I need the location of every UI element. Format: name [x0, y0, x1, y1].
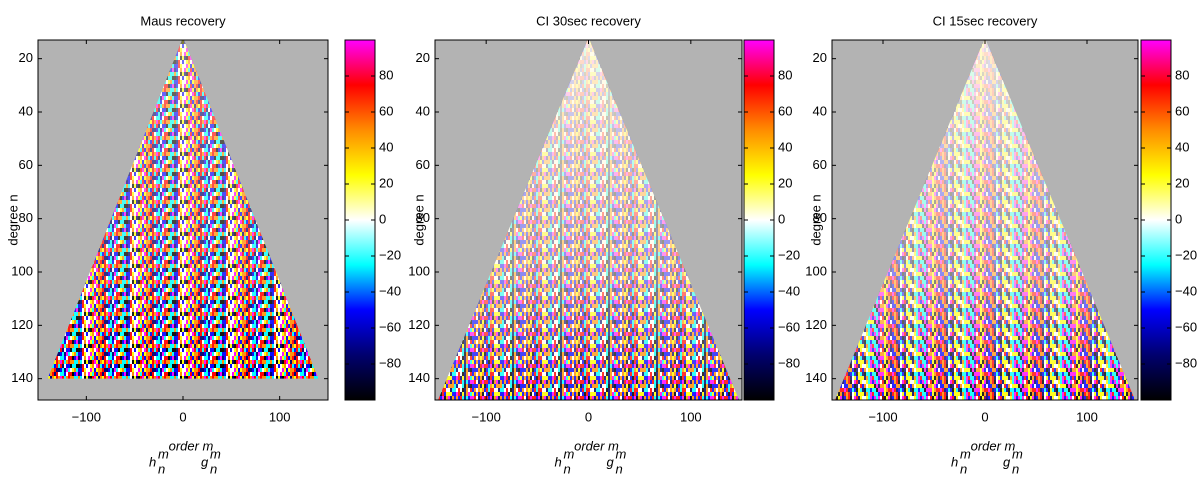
x-tick-label: −100 [868, 409, 897, 424]
term-sup: m [158, 446, 169, 461]
y-axis-label: degree n [5, 194, 20, 245]
coefficient-shade [835, 40, 1135, 400]
y-tick-label: 40 [813, 103, 827, 118]
coefficient-shade [47, 40, 319, 379]
y-tick-label: 60 [813, 157, 827, 172]
term-sup: m [960, 446, 971, 461]
x-tick-label: 100 [269, 409, 291, 424]
term-sup: m [616, 446, 627, 461]
term-base: g [201, 454, 209, 469]
y-tick-label: 60 [19, 157, 33, 172]
x-tick-label: 0 [981, 409, 988, 424]
colorbar-tick-label: 80 [379, 67, 393, 82]
colorbar-tick-label: −60 [778, 319, 800, 334]
term-sub: n [210, 461, 217, 475]
y-tick-label: 140 [11, 370, 33, 385]
y-tick-label: 20 [813, 50, 827, 65]
chart-title: CI 30sec recovery [536, 13, 641, 28]
colorbar-tick-label: 20 [1175, 175, 1189, 190]
term-sub: n [616, 461, 623, 475]
y-tick-label: 40 [416, 103, 430, 118]
x-tick-label: 100 [1076, 409, 1098, 424]
colorbar-tick-label: −40 [379, 283, 401, 298]
y-tick-label: 20 [19, 50, 33, 65]
term-sup: m [1012, 446, 1023, 461]
y-tick-label: 120 [805, 317, 827, 332]
colorbar-tick-label: −20 [1175, 247, 1197, 262]
y-tick-label: 40 [19, 103, 33, 118]
coefficient-field [835, 40, 1135, 400]
y-tick-label: 60 [416, 157, 430, 172]
term-base: g [1003, 454, 1011, 469]
x-tick-label: −100 [472, 409, 501, 424]
colorbar-tick-label: −80 [379, 355, 401, 370]
colorbar-tick-label: −20 [379, 247, 401, 262]
colorbar-tick-label: 80 [1175, 67, 1189, 82]
term-base: h [951, 454, 958, 469]
y-tick-label: 140 [805, 370, 827, 385]
x-tick-label: −100 [72, 409, 101, 424]
term-sup: m [564, 446, 575, 461]
term-sub: n [158, 461, 165, 475]
term-base: h [555, 454, 562, 469]
colorbar-tick-label: −60 [379, 319, 401, 334]
x-tick-label: 0 [179, 409, 186, 424]
colorbar [1140, 39, 1172, 401]
colorbar-tick-label: 40 [379, 139, 393, 154]
y-axis-label: degree n [411, 194, 426, 245]
colorbar-tick-label: 60 [379, 103, 393, 118]
y-tick-label: 80 [19, 210, 33, 225]
colorbar-tick-label: 80 [778, 67, 792, 82]
y-tick-label: 80 [813, 210, 827, 225]
term-sub: n [564, 461, 571, 475]
coefficient-field [438, 40, 739, 400]
y-axis-label: degree n [808, 194, 823, 245]
x-axis-label: order m [169, 438, 214, 453]
y-tick-label: 120 [408, 317, 430, 332]
colorbar-tick-label: −40 [778, 283, 800, 298]
y-tick-label: 100 [805, 263, 827, 278]
colorbar-tick-label: 60 [1175, 103, 1189, 118]
colorbar-tick-label: 20 [778, 175, 792, 190]
y-tick-label: 80 [416, 210, 430, 225]
x-tick-label: 100 [680, 409, 702, 424]
x-tick-label: 0 [585, 409, 592, 424]
term-sub: n [1012, 461, 1019, 475]
x-axis-label: order m [574, 438, 619, 453]
y-tick-label: 140 [408, 370, 430, 385]
y-tick-label: 120 [11, 317, 33, 332]
colorbar-tick-label: −80 [1175, 355, 1197, 370]
colorbar-tick-label: 40 [1175, 139, 1189, 154]
y-tick-label: 20 [416, 50, 430, 65]
colorbar-tick-label: 0 [1175, 211, 1182, 226]
chart-title: CI 15sec recovery [933, 13, 1038, 28]
colorbar-tick-label: −60 [1175, 319, 1197, 334]
coefficient-shade [438, 40, 739, 400]
term-base: g [607, 454, 615, 469]
term-sup: m [210, 446, 221, 461]
term-sub: n [960, 461, 967, 475]
y-tick-label: 100 [11, 263, 33, 278]
colorbar-tick-label: 40 [778, 139, 792, 154]
colorbar-tick-label: −40 [1175, 283, 1197, 298]
coefficient-field [47, 40, 319, 379]
colorbar-tick-label: 20 [379, 175, 393, 190]
colorbar [344, 39, 376, 401]
colorbar-tick-label: 0 [379, 211, 386, 226]
colorbar [743, 39, 775, 401]
chart-title: Maus recovery [140, 13, 226, 28]
colorbar-tick-label: −20 [778, 247, 800, 262]
colorbar-tick-label: 0 [778, 211, 785, 226]
x-axis-label: order m [971, 438, 1016, 453]
term-base: h [149, 454, 156, 469]
colorbar-tick-label: 60 [778, 103, 792, 118]
y-tick-label: 100 [408, 263, 430, 278]
colorbar-tick-label: −80 [778, 355, 800, 370]
